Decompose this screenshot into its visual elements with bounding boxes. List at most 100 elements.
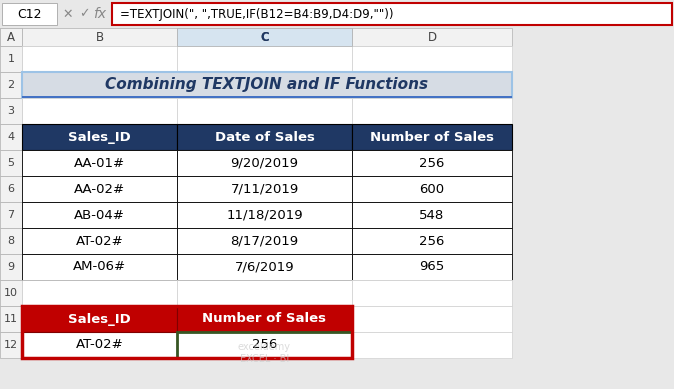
Text: 8/17/2019: 8/17/2019 [231, 235, 299, 247]
Text: Date of Sales: Date of Sales [214, 130, 315, 144]
Text: 11/18/2019: 11/18/2019 [226, 209, 303, 221]
Text: 4: 4 [7, 132, 15, 142]
Text: Number of Sales: Number of Sales [370, 130, 494, 144]
Bar [0, 150, 22, 176]
Bar [352, 228, 512, 254]
Bar [112, 3, 672, 25]
Bar [0, 46, 22, 72]
Bar [352, 280, 512, 306]
Bar [177, 46, 352, 72]
Bar [0, 280, 22, 306]
Bar [22, 202, 177, 228]
Bar [22, 228, 177, 254]
Bar [22, 96, 512, 98]
Text: 12: 12 [4, 340, 18, 350]
Bar [177, 98, 352, 124]
Text: AA-02#: AA-02# [74, 182, 125, 196]
Text: AT-02#: AT-02# [75, 338, 123, 352]
Text: 5: 5 [7, 158, 15, 168]
Bar [177, 202, 352, 228]
Bar [177, 150, 352, 176]
Bar [0, 72, 22, 98]
Text: 548: 548 [419, 209, 445, 221]
Bar [177, 176, 352, 202]
Text: C12: C12 [18, 7, 42, 21]
Text: 256: 256 [419, 156, 445, 170]
Bar [0, 254, 22, 280]
Bar [352, 306, 512, 332]
Bar [22, 28, 177, 46]
Bar [22, 150, 177, 176]
Text: C: C [260, 30, 269, 44]
Bar [177, 332, 352, 358]
Text: 7/6/2019: 7/6/2019 [235, 261, 295, 273]
Text: 2: 2 [7, 80, 15, 90]
Bar [0, 28, 22, 46]
Text: 6: 6 [7, 184, 15, 194]
Bar [0, 0, 674, 28]
Text: Combining TEXTJOIN and IF Functions: Combining TEXTJOIN and IF Functions [105, 77, 429, 91]
Text: 7/11/2019: 7/11/2019 [231, 182, 299, 196]
Text: A: A [7, 30, 15, 44]
Bar [352, 176, 512, 202]
Bar [352, 254, 512, 280]
Bar [352, 280, 512, 306]
Text: 256: 256 [252, 338, 277, 352]
Bar [0, 124, 22, 150]
Bar [0, 202, 22, 228]
Text: 600: 600 [419, 182, 445, 196]
Bar [352, 46, 512, 72]
Bar [352, 332, 512, 358]
Bar [352, 124, 512, 150]
Bar [0, 176, 22, 202]
Bar [177, 306, 352, 332]
Text: 1: 1 [7, 54, 15, 64]
Bar [22, 124, 177, 150]
Bar [0, 98, 22, 124]
Bar [22, 46, 177, 72]
Bar [0, 28, 22, 46]
Text: 3: 3 [7, 106, 15, 116]
Text: 9/20/2019: 9/20/2019 [231, 156, 299, 170]
Text: C: C [260, 30, 269, 44]
Bar [177, 124, 352, 150]
Bar [22, 306, 352, 358]
Bar [177, 28, 352, 46]
Bar [352, 202, 512, 228]
Bar [177, 254, 352, 280]
Text: 256: 256 [419, 235, 445, 247]
Bar [22, 254, 177, 280]
Text: 7: 7 [7, 210, 15, 220]
Bar [352, 150, 512, 176]
Text: AT-02#: AT-02# [75, 235, 123, 247]
Bar [0, 228, 22, 254]
Bar [0, 306, 22, 332]
Bar [0, 332, 22, 358]
Text: ✕: ✕ [63, 7, 73, 21]
Bar [2, 3, 57, 25]
Text: AB-04#: AB-04# [74, 209, 125, 221]
Text: Sales_ID: Sales_ID [68, 312, 131, 326]
Bar [177, 228, 352, 254]
Bar [22, 176, 177, 202]
Text: 8: 8 [7, 236, 15, 246]
Text: 965: 965 [419, 261, 445, 273]
Bar [22, 332, 177, 358]
Bar [22, 306, 177, 332]
Text: D: D [427, 30, 437, 44]
Bar [177, 280, 352, 306]
Text: B: B [96, 30, 104, 44]
Text: fx: fx [94, 7, 106, 21]
Text: exceldemy
EXCEL · BI: exceldemy EXCEL · BI [238, 342, 291, 364]
Bar [22, 280, 177, 306]
Bar [352, 28, 512, 46]
Bar [177, 28, 352, 46]
Text: Number of Sales: Number of Sales [202, 312, 326, 326]
Bar [22, 98, 177, 124]
Text: 11: 11 [4, 314, 18, 324]
Text: AM-06#: AM-06# [73, 261, 126, 273]
Text: Sales_ID: Sales_ID [68, 130, 131, 144]
Text: 9: 9 [7, 262, 15, 272]
Text: 10: 10 [4, 288, 18, 298]
Text: AA-01#: AA-01# [74, 156, 125, 170]
